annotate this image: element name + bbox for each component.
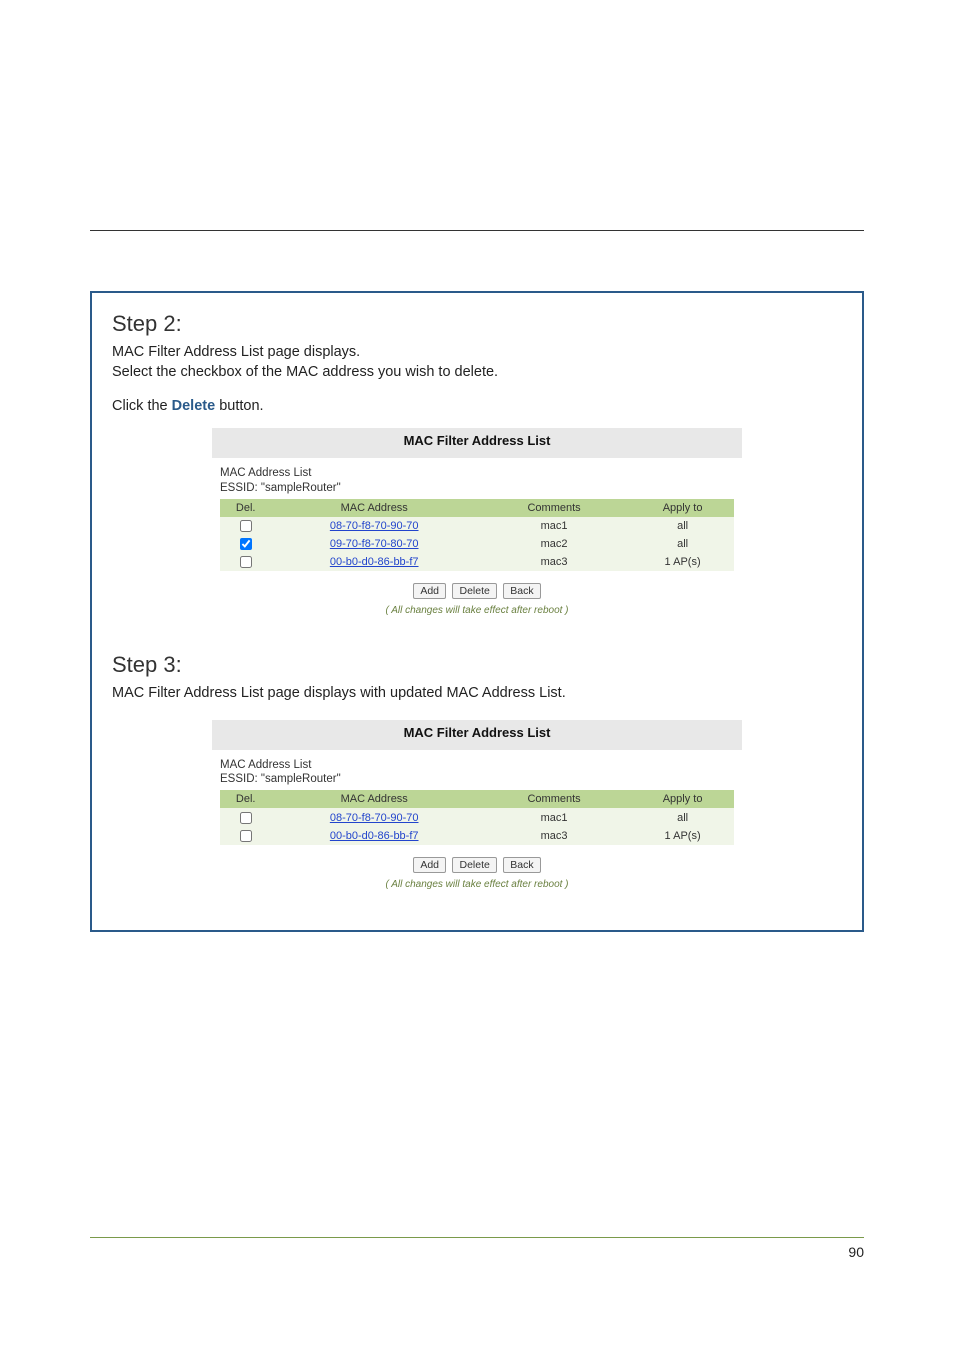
bottom-horizontal-rule xyxy=(90,1237,864,1238)
step2-click-note: Click the Delete button. xyxy=(112,398,842,414)
step2-list-caption: MAC Address List ESSID: "sampleRouter" xyxy=(220,466,734,495)
cell-comments: mac3 xyxy=(477,553,631,571)
step2-click-word: Delete xyxy=(172,398,216,414)
step2-button-row: Add Delete Back xyxy=(220,581,734,599)
step2-line2: Select the checkbox of the MAC address y… xyxy=(112,364,498,380)
step2-caption-line1: MAC Address List xyxy=(220,467,311,479)
table-row: 00-b0-d0-86-bb-f7 mac3 1 AP(s) xyxy=(220,827,734,845)
page-number: 90 xyxy=(90,1244,864,1260)
step2-panel-body: MAC Address List ESSID: "sampleRouter" D… xyxy=(212,458,742,626)
table-row: 08-70-f8-70-90-70 mac1 all xyxy=(220,808,734,826)
cell-apply: 1 AP(s) xyxy=(631,827,734,845)
cell-apply: all xyxy=(631,535,734,553)
delete-checkbox[interactable] xyxy=(240,830,252,842)
step3-panel-header: MAC Filter Address List xyxy=(212,720,742,750)
col-apply: Apply to xyxy=(631,499,734,517)
col-mac: MAC Address xyxy=(271,499,477,517)
step3-panel-body: MAC Address List ESSID: "sampleRouter" D… xyxy=(212,750,742,900)
step3-panel: MAC Filter Address List MAC Address List… xyxy=(212,720,742,900)
mac-link[interactable]: 00-b0-d0-86-bb-f7 xyxy=(330,556,419,568)
delete-checkbox[interactable] xyxy=(240,812,252,824)
step3-line1: MAC Filter Address List page displays wi… xyxy=(112,685,566,701)
step2-panel: MAC Filter Address List MAC Address List… xyxy=(212,428,742,626)
step3-panel-title: MAC Filter Address List xyxy=(404,725,551,740)
step2-click-prefix: Click the xyxy=(112,398,172,414)
table-row: 00-b0-d0-86-bb-f7 mac3 1 AP(s) xyxy=(220,553,734,571)
mac-link[interactable]: 08-70-f8-70-90-70 xyxy=(330,812,419,824)
page-footer: 90 xyxy=(90,1237,864,1260)
delete-button[interactable]: Delete xyxy=(452,857,496,873)
table-row: 09-70-f8-70-80-70 mac2 all xyxy=(220,535,734,553)
step3-button-row: Add Delete Back xyxy=(220,855,734,873)
step2-caption-line2: ESSID: "sampleRouter" xyxy=(220,482,341,494)
step3-list-caption: MAC Address List ESSID: "sampleRouter" xyxy=(220,758,734,787)
cell-comments: mac1 xyxy=(477,808,631,826)
step3-title: Step 3: xyxy=(112,652,842,678)
cell-del xyxy=(220,827,271,845)
step2-panel-header: MAC Filter Address List xyxy=(212,428,742,458)
table-header-row: Del. MAC Address Comments Apply to xyxy=(220,790,734,808)
step3-reboot-note: ( All changes will take effect after reb… xyxy=(220,879,734,890)
step2-click-suffix: button. xyxy=(215,398,263,414)
cell-comments: mac2 xyxy=(477,535,631,553)
col-comments: Comments xyxy=(477,790,631,808)
cell-del xyxy=(220,535,271,553)
step2-reboot-note: ( All changes will take effect after reb… xyxy=(220,605,734,616)
step3-caption-line2: ESSID: "sampleRouter" xyxy=(220,773,341,785)
delete-checkbox[interactable] xyxy=(240,538,252,550)
cell-del xyxy=(220,808,271,826)
step2-panel-title: MAC Filter Address List xyxy=(404,433,551,448)
cell-apply: 1 AP(s) xyxy=(631,553,734,571)
col-mac: MAC Address xyxy=(271,790,477,808)
cell-apply: all xyxy=(631,808,734,826)
page: Step 2: MAC Filter Address List page dis… xyxy=(0,0,954,1350)
mac-link[interactable]: 08-70-f8-70-90-70 xyxy=(330,520,419,532)
cell-mac: 00-b0-d0-86-bb-f7 xyxy=(271,553,477,571)
step2-title: Step 2: xyxy=(112,311,842,337)
table-row: 08-70-f8-70-90-70 mac1 all xyxy=(220,517,734,535)
col-del: Del. xyxy=(220,499,271,517)
cell-mac: 09-70-f8-70-80-70 xyxy=(271,535,477,553)
step3-body: MAC Filter Address List page displays wi… xyxy=(112,684,842,704)
top-horizontal-rule xyxy=(90,230,864,231)
back-button[interactable]: Back xyxy=(503,583,540,599)
back-button[interactable]: Back xyxy=(503,857,540,873)
step3-caption-line1: MAC Address List xyxy=(220,759,311,771)
step2-line1: MAC Filter Address List page displays. xyxy=(112,344,360,360)
cell-apply: all xyxy=(631,517,734,535)
delete-checkbox[interactable] xyxy=(240,556,252,568)
col-comments: Comments xyxy=(477,499,631,517)
step3-mac-table: Del. MAC Address Comments Apply to 08-70… xyxy=(220,790,734,844)
cell-del xyxy=(220,517,271,535)
step2-mac-table: Del. MAC Address Comments Apply to 08-70… xyxy=(220,499,734,571)
col-del: Del. xyxy=(220,790,271,808)
cell-del xyxy=(220,553,271,571)
mac-link[interactable]: 00-b0-d0-86-bb-f7 xyxy=(330,830,419,842)
content-box: Step 2: MAC Filter Address List page dis… xyxy=(90,291,864,932)
table-header-row: Del. MAC Address Comments Apply to xyxy=(220,499,734,517)
add-button[interactable]: Add xyxy=(413,583,446,599)
delete-button[interactable]: Delete xyxy=(452,583,496,599)
mac-link[interactable]: 09-70-f8-70-80-70 xyxy=(330,538,419,550)
cell-comments: mac1 xyxy=(477,517,631,535)
cell-comments: mac3 xyxy=(477,827,631,845)
add-button[interactable]: Add xyxy=(413,857,446,873)
delete-checkbox[interactable] xyxy=(240,520,252,532)
step2-body: MAC Filter Address List page displays. S… xyxy=(112,343,842,382)
cell-mac: 08-70-f8-70-90-70 xyxy=(271,517,477,535)
col-apply: Apply to xyxy=(631,790,734,808)
cell-mac: 08-70-f8-70-90-70 xyxy=(271,808,477,826)
cell-mac: 00-b0-d0-86-bb-f7 xyxy=(271,827,477,845)
step-separator xyxy=(112,634,842,652)
